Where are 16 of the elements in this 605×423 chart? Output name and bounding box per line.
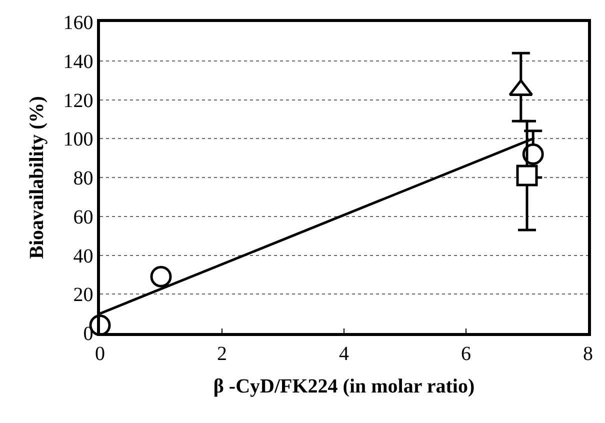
y-tick-label: 160 <box>63 12 94 34</box>
x-tick-label: 8 <box>583 342 593 365</box>
y-tick-label: 100 <box>63 128 94 151</box>
x-axis-title: β -CyD/FK224 (in molar ratio) <box>213 375 475 398</box>
x-tick-label: 2 <box>217 342 227 365</box>
point <box>516 164 538 186</box>
point <box>150 266 172 288</box>
x-tick-label: 6 <box>461 342 471 365</box>
y-tick-label: 140 <box>63 50 94 73</box>
y-tick-label: 120 <box>63 90 94 112</box>
x-tick-label: 4 <box>339 342 349 365</box>
y-tick-label: 20 <box>73 284 94 306</box>
y-axis-title: Bioavailability (%) <box>26 96 48 259</box>
y-tick-label: 40 <box>73 245 94 268</box>
y-tick-label: 80 <box>73 168 94 190</box>
y-tick-label: 60 <box>73 206 94 228</box>
